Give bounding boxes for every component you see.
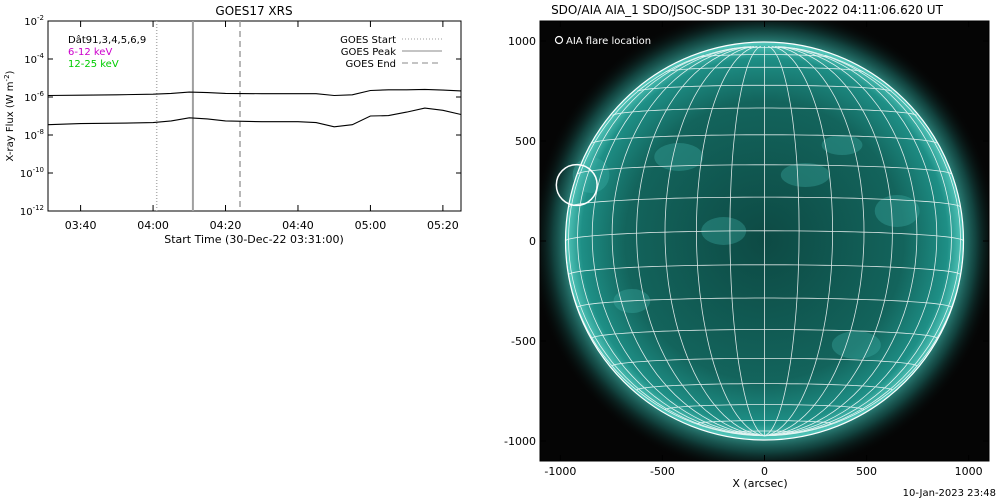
goes-y-tick-base: 10 <box>24 131 37 142</box>
goes-series-line <box>47 88 462 97</box>
longitude-line <box>764 45 800 437</box>
longitude-line <box>764 45 834 437</box>
active-region-patch <box>874 195 920 227</box>
goes-left-legend-entry: 6-12 keV <box>68 47 112 58</box>
goes-x-tick-label: 04:00 <box>137 219 169 232</box>
longitude-line <box>764 46 865 437</box>
goes-y-tick-label: 10-4 <box>24 52 44 66</box>
goes-y-tick-base: 10 <box>20 207 33 218</box>
goes-y-axis-label: X-ray Flux (W m-2) <box>3 70 16 161</box>
aia-y-tick-label: 0 <box>529 235 536 248</box>
aia-image-plot: SDO/AIA AIA_1 SDO/JSOC-SDP 131 30-Dec-20… <box>504 3 990 490</box>
active-region-patch <box>780 163 830 187</box>
goes-y-tick-label: 10-8 <box>24 128 44 142</box>
goes-right-legend-label: GOES Peak <box>341 47 396 58</box>
flare-legend-label: AIA flare location <box>566 36 651 47</box>
longitude-line <box>664 46 765 437</box>
goes-y-tick-label: 10-10 <box>20 166 44 180</box>
aia-x-tick-label: -500 <box>650 465 675 478</box>
goes-x-tick-label: 05:20 <box>427 219 459 232</box>
aia-x-tick-label: 500 <box>856 465 877 478</box>
goes-y-tick-label: 10-2 <box>24 14 44 28</box>
longitude-line <box>764 47 952 437</box>
longitude-line <box>577 47 765 437</box>
goes-y-tick-exp: -6 <box>37 90 45 98</box>
active-region-patch <box>831 331 881 359</box>
goes-series-line <box>47 107 462 128</box>
longitude-line <box>764 46 938 437</box>
aia-title: SDO/AIA AIA_1 SDO/JSOC-SDP 131 30-Dec-20… <box>551 3 944 17</box>
aia-y-ticks: 1000 500 0 -500 -1000 <box>504 35 989 448</box>
goes-y-tick-exp: -8 <box>37 128 44 136</box>
goes-x-tick-label: 05:00 <box>355 219 387 232</box>
aia-x-tick-label: 0 <box>761 465 768 478</box>
aia-y-tick-label: 500 <box>515 135 536 148</box>
goes-y-tick-exp: -12 <box>33 204 44 212</box>
goes-y-tick-base: 10 <box>24 55 37 66</box>
heliographic-grid <box>565 45 964 437</box>
goes-plot-frame <box>47 20 462 212</box>
longitude-line <box>764 46 893 437</box>
flare-location-marker <box>555 163 598 207</box>
aia-y-tick-label: -500 <box>511 335 536 348</box>
longitude-line <box>764 46 918 437</box>
goes-y-tick-base: 10 <box>20 169 33 180</box>
goes-y-tick-base: 10 <box>24 17 37 28</box>
goes-y-tick-exp: -4 <box>37 52 45 60</box>
goes-title: GOES17 XRS <box>215 4 292 18</box>
goes-x-tick-label: 04:20 <box>210 219 242 232</box>
longitude-line <box>695 45 765 437</box>
goes-right-legend-label: GOES Start <box>340 35 396 46</box>
longitude-line <box>636 46 765 437</box>
longitude-line <box>729 45 765 437</box>
goes-x-tick-label: 03:40 <box>65 219 97 232</box>
goes-x-tick-label: 04:40 <box>282 219 314 232</box>
longitude-line <box>591 46 765 437</box>
goes-y-tick-label: 10-6 <box>24 90 44 104</box>
goes-left-legend-entry: Dât91,3,4,5,6,9 <box>68 34 146 46</box>
longitude-line <box>764 54 961 437</box>
aia-x-tick-label: 1000 <box>955 465 983 478</box>
aia-y-tick-label: -1000 <box>504 435 536 448</box>
aia-y-tick-label: 1000 <box>508 35 536 48</box>
flare-legend-icon <box>554 35 564 45</box>
active-region-patch <box>654 143 704 171</box>
solar-limb-outline <box>564 41 965 441</box>
aia-x-ticks: -1000 -500 0 500 1000 <box>544 21 983 478</box>
goes-event-lines <box>155 21 241 211</box>
aia-x-axis-label: X (arcsec) <box>732 477 787 490</box>
aia-x-tick-label: -1000 <box>544 465 576 478</box>
goes-y-tick-base: 10 <box>24 93 37 104</box>
goes-y-axis-label-sup: -2 <box>3 74 11 81</box>
goes-left-legend-entry: 12-25 keV <box>68 59 119 70</box>
goes-series-group <box>47 88 462 128</box>
goes-y-tick-exp: -2 <box>37 14 44 22</box>
goes-y-axis-label-close: ) <box>5 70 16 74</box>
active-region-patch <box>821 135 863 155</box>
goes-right-legend-label: GOES End <box>346 59 396 70</box>
goes-y-tick-exp: -10 <box>33 166 44 174</box>
goes-x-axis-label: Start Time (30-Dec-22 03:31:00) <box>164 233 344 246</box>
longitude-line <box>611 46 765 437</box>
footer-timestamp: 10-Jan-2023 23:48 <box>902 488 996 499</box>
goes-y-tick-label: 10-12 <box>20 204 44 218</box>
goes-x-ticks: 03:40 04:00 04:20 04:40 05:00 05:20 <box>65 21 459 232</box>
longitude-line <box>568 54 765 437</box>
goes-y-axis-label-main: X-ray Flux (W m <box>5 81 16 161</box>
active-region-patch <box>572 157 610 193</box>
